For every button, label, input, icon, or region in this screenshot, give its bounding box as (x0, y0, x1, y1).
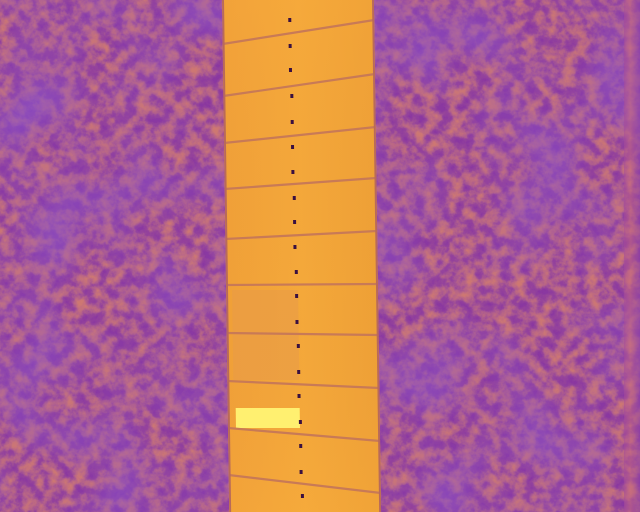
center-seam-dots (288, 18, 304, 498)
solar-panel-cells (222, 0, 382, 512)
hotspot-cell (235, 408, 300, 428)
panel-row-lines (222, 18, 381, 495)
adjacent-panel-edge (624, 0, 640, 512)
solar-panel-strip (222, 0, 382, 512)
